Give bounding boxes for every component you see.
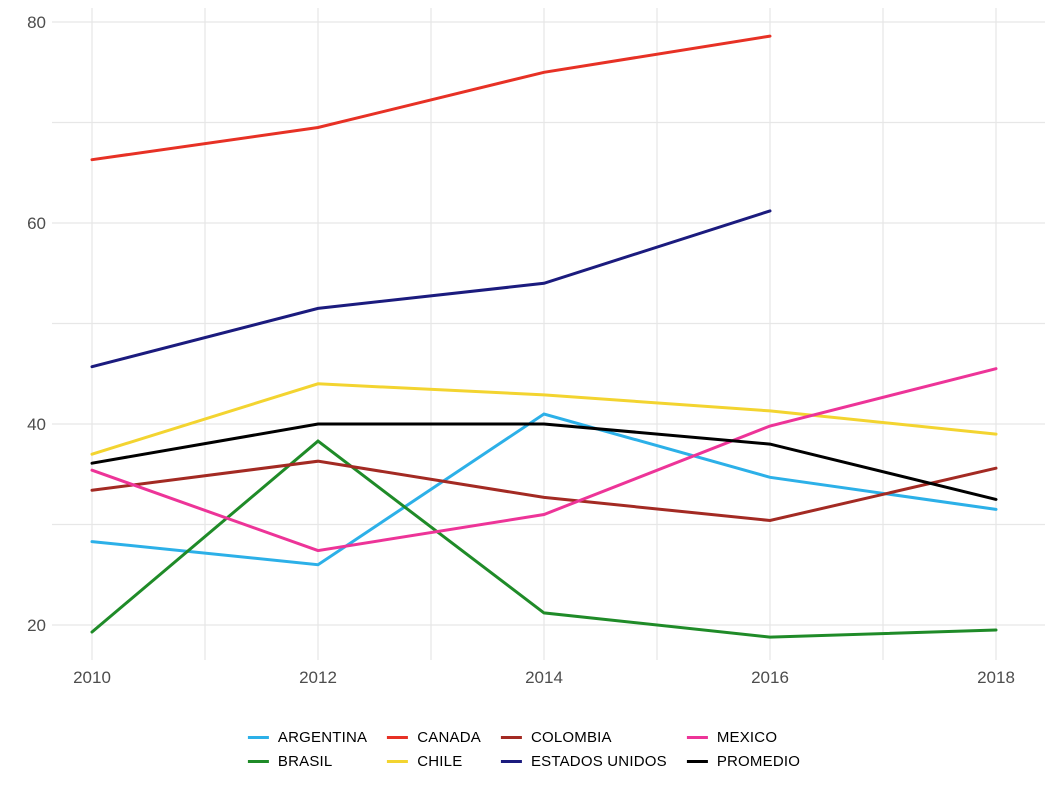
series-line-estados-unidos [90, 209, 772, 369]
legend-line-swatch [247, 760, 269, 763]
legend-line-swatch [387, 760, 409, 763]
legend-label: COLOMBIA [530, 729, 612, 746]
legend-label: CANADA [417, 729, 481, 746]
legend-line-swatch [686, 760, 708, 763]
series-lines [90, 34, 998, 639]
series-line-mexico [90, 367, 998, 553]
legend-label: PROMEDIO [716, 753, 801, 770]
legend-line-swatch [686, 736, 708, 739]
x-tick-label: 2010 [73, 668, 111, 687]
legend-item-mexico: MEXICO [686, 729, 800, 746]
legend-label: BRASIL [277, 753, 333, 770]
gridlines [52, 8, 1045, 660]
legend-item-promedio: PROMEDIO [686, 753, 801, 770]
legend-line-swatch [247, 736, 269, 739]
y-tick-label: 40 [27, 415, 46, 434]
series-line-brasil [90, 439, 998, 639]
chart-legend: ARGENTINA CANADA COLOMBIA MEXICO BRASIL CHILE… [247, 729, 801, 770]
legend-item-colombia: COLOMBIA [500, 729, 667, 746]
x-tick-label: 2018 [977, 668, 1015, 687]
x-tick-label: 2016 [751, 668, 789, 687]
series-line-canada [90, 34, 772, 162]
legend-item-argentina: ARGENTINA [247, 729, 368, 746]
series-line-argentina [90, 412, 998, 567]
legend-item-estados-unidos: ESTADOS UNIDOS [500, 753, 667, 770]
legend-label: MEXICO [716, 729, 778, 746]
y-tick-label: 20 [27, 616, 46, 635]
legend-label: ARGENTINA [277, 729, 368, 746]
y-tick-label: 60 [27, 214, 46, 233]
line-chart: 20 40 60 80 2010 2012 2014 2016 2018 [27, 8, 1045, 687]
legend-line-swatch [387, 736, 409, 739]
x-tick-label: 2014 [525, 668, 563, 687]
y-tick-label: 80 [27, 13, 46, 32]
x-tick-label: 2012 [299, 668, 337, 687]
legend-label: ESTADOS UNIDOS [530, 753, 667, 770]
y-axis-labels: 20 40 60 80 [27, 13, 46, 635]
legend-label: CHILE [417, 753, 463, 770]
legend-item-canada: CANADA [387, 729, 481, 746]
series-line-promedio [90, 422, 998, 501]
series-line-colombia [90, 459, 998, 523]
legend-item-chile: CHILE [387, 753, 481, 770]
legend-line-swatch [500, 736, 522, 739]
legend-item-brasil: BRASIL [247, 753, 367, 770]
series-line-chile [90, 382, 998, 456]
legend-line-swatch [500, 760, 522, 763]
x-axis-labels: 2010 2012 2014 2016 2018 [73, 668, 1015, 687]
